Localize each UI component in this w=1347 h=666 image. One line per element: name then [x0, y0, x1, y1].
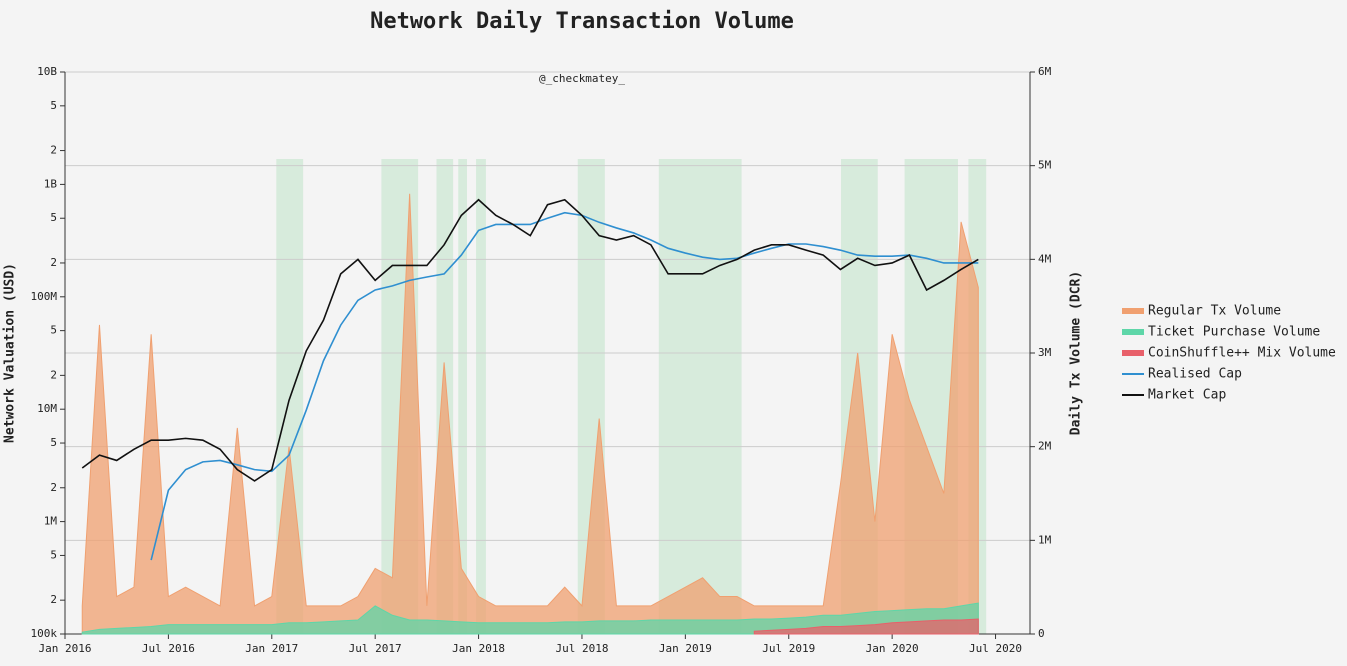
x-tick-label: Jul 2020 — [969, 642, 1022, 655]
x-tick-label: Jan 2019 — [659, 642, 712, 655]
y-tick-label: 5 — [50, 436, 57, 449]
y-tick-label: 10M — [37, 402, 57, 415]
x-tick-label: Jan 2020 — [866, 642, 919, 655]
y2-tick-label: 5M — [1038, 159, 1052, 172]
y2-tick-label: 0 — [1038, 627, 1045, 640]
y-tick-label: 2 — [50, 144, 57, 157]
shaded-range — [476, 159, 486, 634]
area — [753, 618, 979, 635]
chart-subtitle: @_checkmatey_ — [539, 72, 625, 85]
y-tick-label: 1B — [44, 177, 58, 190]
y-tick-label: 100M — [31, 290, 58, 303]
y2-tick-label: 3M — [1038, 346, 1052, 359]
y2-tick-label: 6M — [1038, 65, 1052, 78]
x-tick-label: Jan 2017 — [245, 642, 298, 655]
shaded-range — [658, 159, 742, 634]
y2-tick-label: 1M — [1038, 533, 1052, 546]
y-tick-label: 10B — [37, 65, 57, 78]
legend-label: Ticket Purchase Volume — [1148, 325, 1320, 340]
y-tick-label: 2 — [50, 368, 57, 381]
x-tick-label: Jul 2017 — [349, 642, 402, 655]
chart-title: Network Daily Transaction Volume — [370, 9, 794, 34]
shaded-range — [458, 159, 467, 634]
line — [150, 211, 979, 561]
y-tick-label: 5 — [50, 324, 57, 337]
x-tick-label: Jan 2016 — [39, 642, 92, 655]
y-tick-label: 2 — [50, 256, 57, 269]
x-tick-label: Jul 2019 — [762, 642, 815, 655]
area — [81, 193, 979, 635]
y2-tick-label: 2M — [1038, 440, 1052, 453]
y-tick-label: 5 — [50, 548, 57, 561]
y2-tick-label: 4M — [1038, 252, 1052, 265]
y-axis-title: Network Valuation (USD) — [3, 263, 18, 443]
y2-axis-title: Daily Tx Volume (DCR) — [1069, 271, 1084, 435]
y-tick-label: 100k — [31, 627, 58, 640]
line — [81, 198, 979, 482]
y-tick-label: 5 — [50, 99, 57, 112]
legend-label: CoinShuffle++ Mix Volume — [1148, 346, 1336, 361]
y-tick-label: 5 — [50, 211, 57, 224]
y-tick-label: 1M — [44, 515, 58, 528]
y-tick-label: 2 — [50, 481, 57, 494]
x-tick-label: Jan 2018 — [452, 642, 505, 655]
y-tick-label: 2 — [50, 593, 57, 606]
x-tick-label: Jul 2016 — [142, 642, 195, 655]
legend-label: Realised Cap — [1148, 367, 1242, 382]
x-tick-label: Jul 2018 — [555, 642, 608, 655]
legend-label: Regular Tx Volume — [1148, 304, 1281, 319]
area — [81, 602, 979, 635]
legend-label: Market Cap — [1148, 388, 1226, 403]
